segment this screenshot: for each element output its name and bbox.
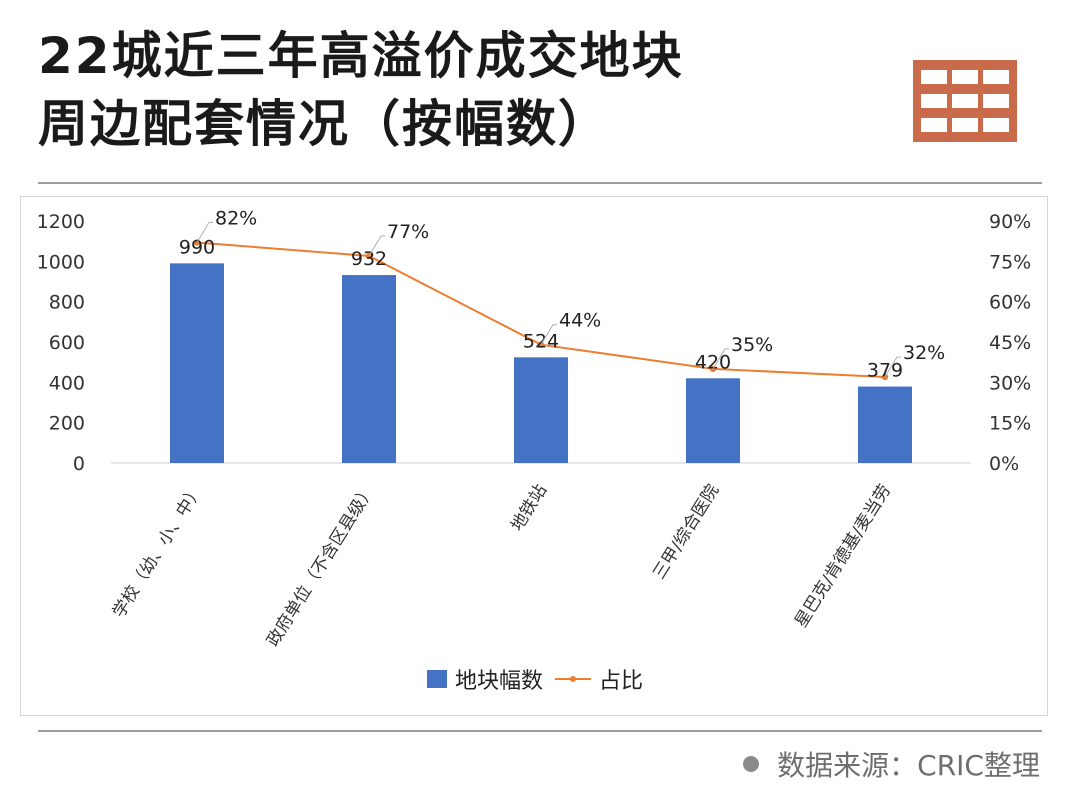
chart-legend: 地块幅数 占比 xyxy=(21,663,1049,695)
bar-data-label: 379 xyxy=(867,360,903,382)
legend-label-bar: 地块幅数 xyxy=(454,669,543,694)
source-text: 数据来源：CRIC整理 xyxy=(777,749,1040,782)
y-right-tick-label: 45% xyxy=(989,332,1031,354)
top-divider xyxy=(38,182,1042,184)
y-left-tick-label: 600 xyxy=(49,332,85,354)
bar xyxy=(858,386,912,463)
bottom-divider xyxy=(38,730,1042,732)
source-note: 数据来源：CRIC整理 xyxy=(743,744,1040,784)
y-left-tick-label: 200 xyxy=(49,413,85,435)
line-label-leader xyxy=(368,235,385,257)
bar xyxy=(170,263,224,463)
bullet-dot-icon xyxy=(743,756,760,772)
bar xyxy=(514,357,568,463)
line-data-label: 44% xyxy=(559,310,601,332)
y-right-tick-label: 90% xyxy=(989,211,1031,233)
legend-swatch-line xyxy=(555,670,591,688)
y-right-tick-label: 60% xyxy=(989,292,1031,314)
x-tick-label: 星巴克/肯德基/麦当劳 xyxy=(791,481,895,631)
series-line xyxy=(196,241,886,378)
x-tick-label: 地铁站 xyxy=(507,481,551,535)
y-left-tick-label: 1000 xyxy=(37,251,85,273)
y-right-tick-label: 0% xyxy=(989,453,1019,475)
line-label-leader xyxy=(540,324,557,345)
y-left-tick-label: 0 xyxy=(73,453,85,475)
table-icon xyxy=(913,60,1017,142)
y-left-tick-label: 400 xyxy=(49,372,85,394)
line-label-leader xyxy=(712,348,729,370)
legend-item-bar: 地块幅数 xyxy=(426,663,543,695)
y-right-tick-label: 15% xyxy=(989,413,1031,435)
bar xyxy=(686,378,740,463)
bar-data-label: 932 xyxy=(351,248,387,270)
line-point xyxy=(881,373,889,381)
chart-container: 0 200 400 600 800 1000 1200 0% 15% 30% 45% 60% 75% 90… xyxy=(20,196,1048,716)
x-tick-label: 三甲/综合医院 xyxy=(649,481,723,583)
combo-chart: 0 200 400 600 800 1000 1200 0% 15% 30% 45% 60% 75% 90… xyxy=(37,208,1032,651)
legend-swatch-bar xyxy=(426,670,447,688)
line-data-label: 32% xyxy=(903,342,945,364)
line-label-leader xyxy=(884,356,901,378)
line-data-label: 82% xyxy=(215,208,257,230)
legend-label-line: 占比 xyxy=(599,669,644,694)
title-line-2: 周边配套情况（按幅数） xyxy=(38,95,610,153)
line-label-leader xyxy=(196,222,213,243)
bar-data-label: 524 xyxy=(523,330,559,352)
bar-data-label: 420 xyxy=(695,351,731,373)
bar xyxy=(342,275,396,463)
line-point xyxy=(193,239,201,246)
y-left-tick-label: 800 xyxy=(49,292,85,314)
y-right-tick-label: 75% xyxy=(989,251,1031,273)
line-data-label: 77% xyxy=(387,221,429,243)
x-tick-label: 政府单位（不含区县级） xyxy=(263,481,379,650)
bar-data-label: 990 xyxy=(179,236,215,258)
legend-item-line: 占比 xyxy=(555,663,643,695)
page-title: 22城近三年高溢价成交地块 周边配套情况（按幅数） xyxy=(38,22,684,158)
line-point xyxy=(537,341,545,348)
x-tick-label: 学校（幼、小、中） xyxy=(109,481,207,621)
line-data-label: 35% xyxy=(731,334,773,356)
title-line-1: 22城近三年高溢价成交地块 xyxy=(38,27,684,85)
y-left-tick-label: 1200 xyxy=(37,211,85,233)
y-right-tick-label: 30% xyxy=(989,372,1031,394)
